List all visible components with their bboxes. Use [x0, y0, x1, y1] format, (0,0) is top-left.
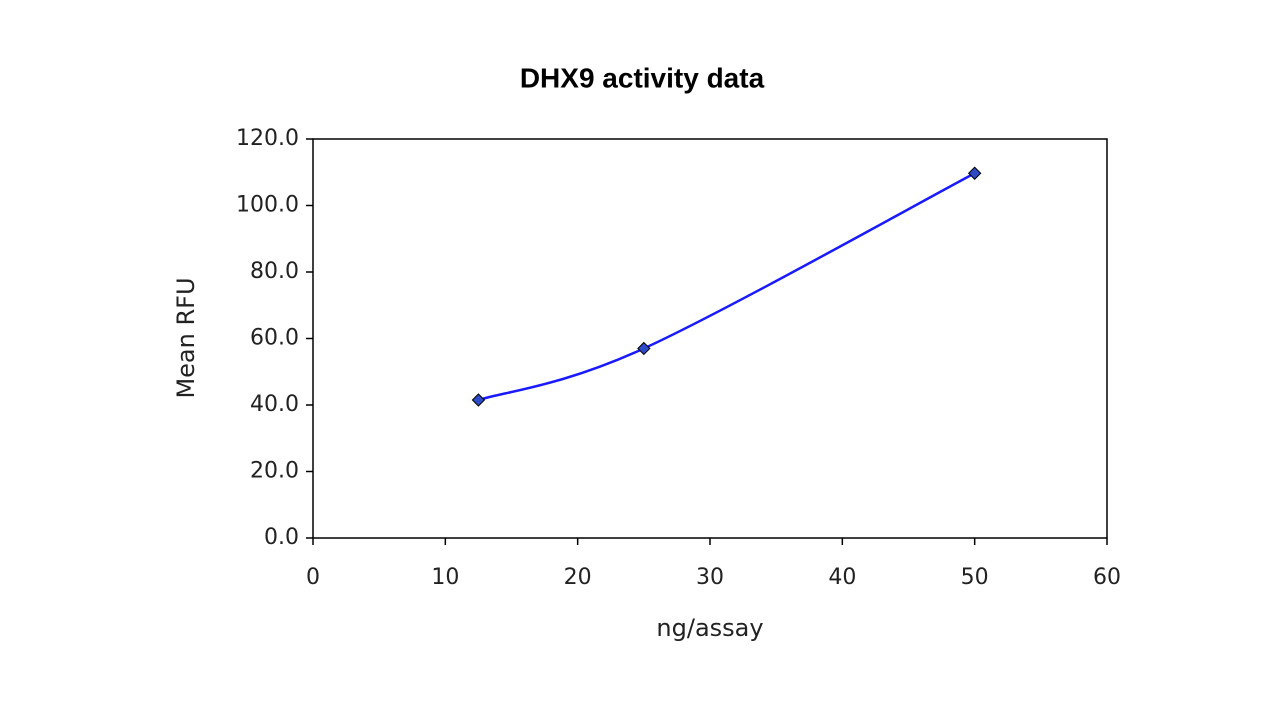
y-tick-label: 80.0	[250, 259, 299, 284]
x-tick-label: 10	[431, 565, 459, 590]
x-tick-label: 60	[1093, 565, 1121, 590]
y-axis-label: Mean RFU	[172, 277, 200, 398]
plot-area	[312, 138, 1108, 539]
y-tick-label: 0.0	[264, 525, 299, 550]
chart-title: DHX9 activity data	[520, 62, 765, 93]
y-tick-label: 100.0	[236, 193, 299, 218]
point-marker	[471, 393, 486, 407]
x-tick-label: 30	[696, 565, 724, 590]
y-tick-label: 60.0	[250, 326, 299, 351]
x-tick-label: 50	[961, 565, 989, 590]
x-tick-label: 40	[828, 565, 856, 590]
point-marker	[967, 166, 982, 180]
y-tick-label: 40.0	[250, 392, 299, 417]
x-tick-label: 0	[306, 565, 320, 590]
series-line	[478, 172, 976, 402]
y-tick-label: 120.0	[236, 126, 299, 151]
point-marker	[637, 341, 651, 356]
x-tick-label: 20	[564, 565, 592, 590]
y-tick-label: 20.0	[250, 459, 299, 484]
x-axis-label: ng/assay	[656, 614, 763, 642]
